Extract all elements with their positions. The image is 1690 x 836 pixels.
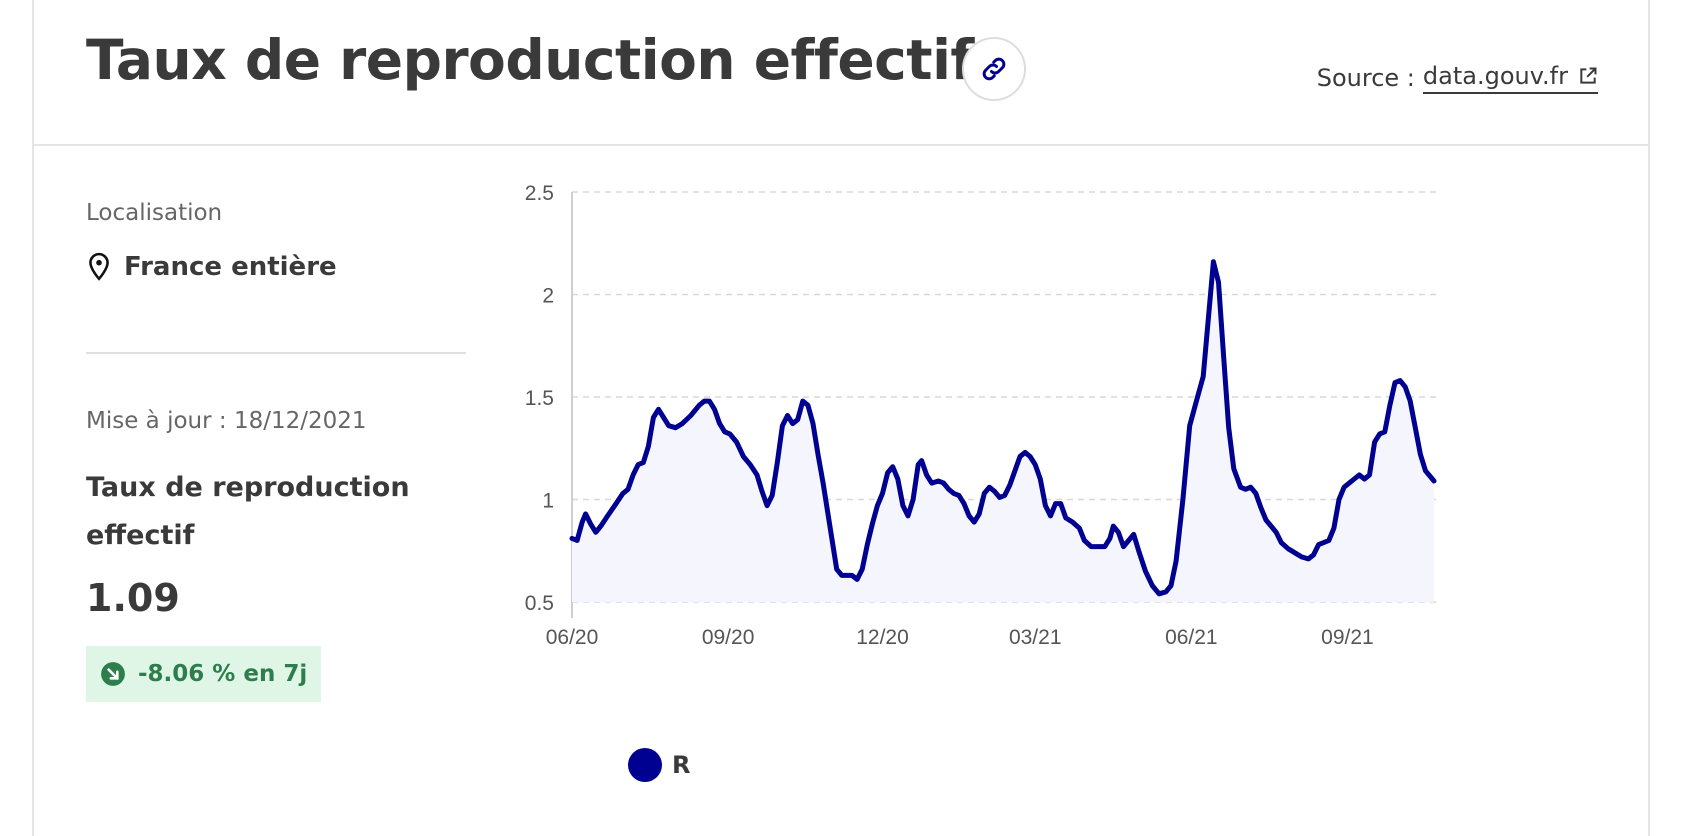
source-link-label: data.gouv.fr — [1422, 62, 1568, 90]
chart-legend[interactable]: R — [628, 748, 690, 782]
source-link[interactable]: data.gouv.fr — [1422, 62, 1598, 94]
x-tick-label: 06/21 — [1165, 626, 1218, 649]
y-tick-label: 1 — [542, 490, 554, 513]
metric-name: Taux de reproduction effectif — [86, 472, 410, 551]
y-tick-label: 2 — [542, 285, 554, 308]
r-chart: 2.5 2 1.5 1 0.5 06/20 09/20 12/20 03/21 06/21 09/2… — [525, 182, 1437, 649]
x-tick-label: 06/20 — [546, 626, 599, 649]
series-area — [572, 261, 1434, 602]
x-tick-label: 03/21 — [1009, 626, 1062, 649]
location-value: France entière — [124, 252, 337, 282]
source-prefix: Source : — [1316, 64, 1415, 92]
divider — [86, 352, 466, 354]
card-header: Taux de reproduction effectif Source : d… — [34, 0, 1648, 146]
source-info: Source : data.gouv.fr — [1317, 62, 1598, 94]
metric-value: 1.09 — [86, 576, 180, 620]
y-tick-label: 0.5 — [525, 592, 554, 615]
update-date: Mise à jour : 18/12/2021 — [86, 408, 367, 434]
y-tick-label: 1.5 — [525, 387, 554, 410]
external-link-icon — [1580, 67, 1597, 84]
trend-badge: -8.06 % en 7j — [86, 646, 322, 702]
copy-link-button[interactable] — [962, 37, 1026, 101]
x-tick-label: 12/20 — [856, 626, 909, 649]
indicator-card: Taux de reproduction effectif Source : d… — [32, 0, 1650, 836]
x-tick-label: 09/21 — [1321, 626, 1374, 649]
page-title: Taux de reproduction effectif — [86, 28, 974, 92]
map-pin-icon — [89, 252, 109, 281]
x-tick-label: 09/20 — [702, 626, 755, 649]
legend-swatch — [628, 748, 662, 782]
y-tick-label: 2.5 — [525, 182, 554, 205]
link-icon — [982, 57, 1006, 81]
location-label: Localisation — [86, 200, 223, 226]
trend-text: -8.06 % en 7j — [138, 661, 308, 687]
series-line-r — [569, 259, 1437, 597]
arrow-down-right-circle-icon — [101, 662, 125, 686]
legend-label: R — [672, 751, 691, 779]
location-selector[interactable]: France entière — [86, 252, 337, 282]
